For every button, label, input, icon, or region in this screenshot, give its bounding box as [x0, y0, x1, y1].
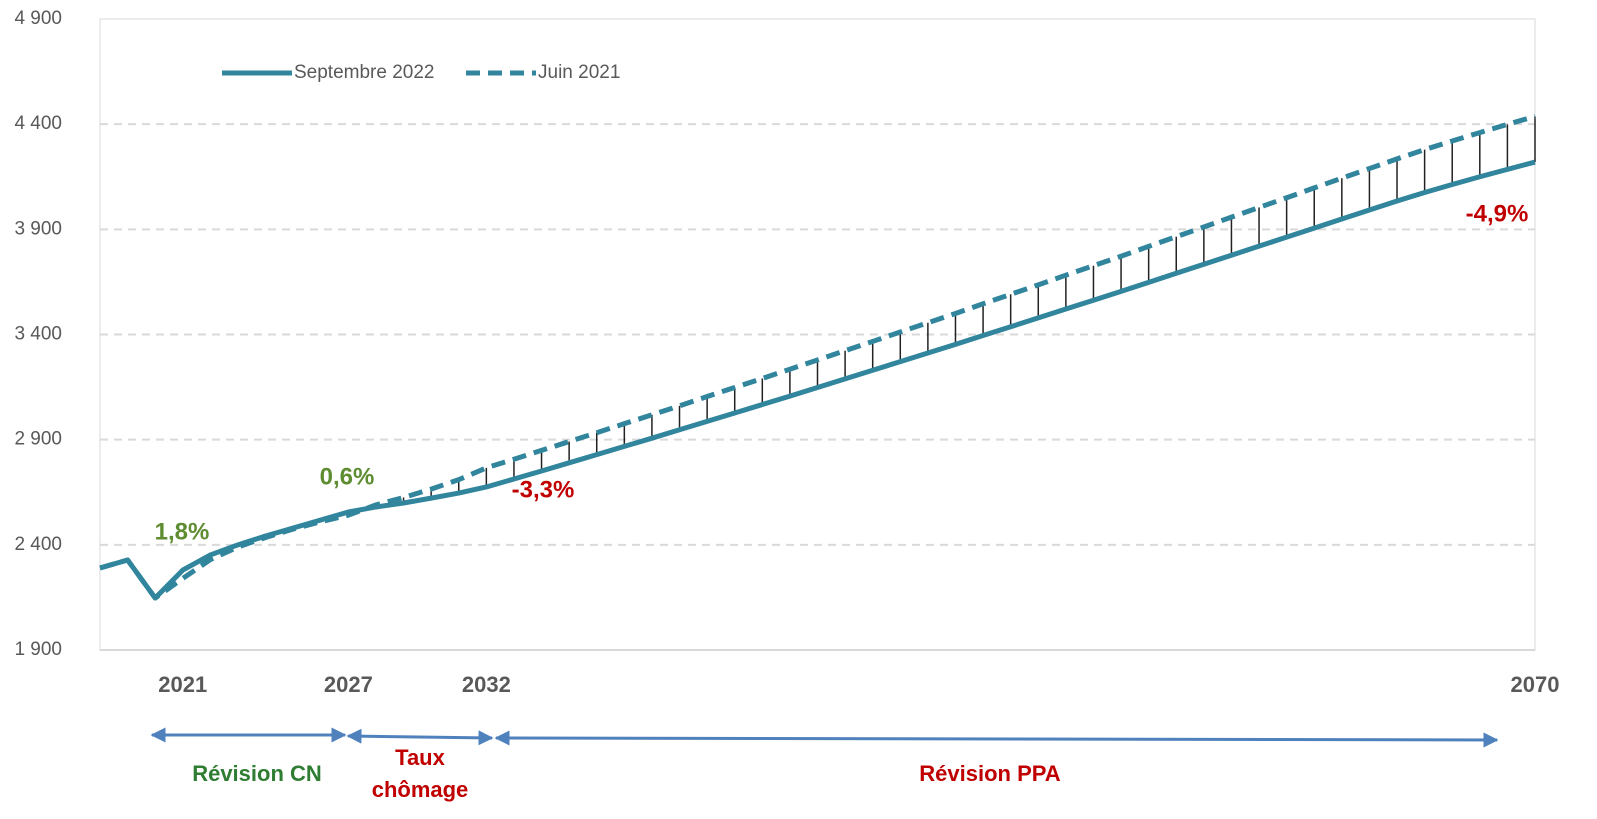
- period-label: Révision CN: [192, 761, 322, 786]
- x-tick-label: 2021: [158, 672, 207, 697]
- legend-label: Juin 2021: [538, 62, 620, 83]
- period-arrow: [346, 728, 494, 746]
- y-tick-label: 4 900: [14, 8, 62, 29]
- annotation: 1,8%: [155, 518, 210, 545]
- period-label: chômage: [372, 777, 469, 802]
- y-tick-label: 2 900: [14, 429, 62, 450]
- period-label: Taux: [395, 745, 445, 770]
- period-label: Révision PPA: [919, 761, 1061, 786]
- x-tick-label: 2070: [1511, 672, 1560, 697]
- series-line: [99, 113, 1536, 601]
- y-tick-label: 3 900: [14, 218, 62, 239]
- annotation: -3,3%: [512, 476, 575, 503]
- y-tick-label: 2 400: [14, 534, 62, 555]
- y-tick-label: 4 400: [14, 113, 62, 134]
- series-line: [99, 159, 1536, 601]
- x-tick-label: 2027: [324, 672, 373, 697]
- annotation: 0,6%: [320, 463, 375, 490]
- y-tick-label: 1 900: [14, 639, 62, 660]
- period-arrow: [494, 730, 1499, 748]
- legend-label: Septembre 2022: [294, 62, 435, 83]
- annotation: -4,9%: [1466, 200, 1529, 227]
- y-tick-label: 3 400: [14, 324, 62, 345]
- x-tick-label: 2032: [462, 672, 511, 697]
